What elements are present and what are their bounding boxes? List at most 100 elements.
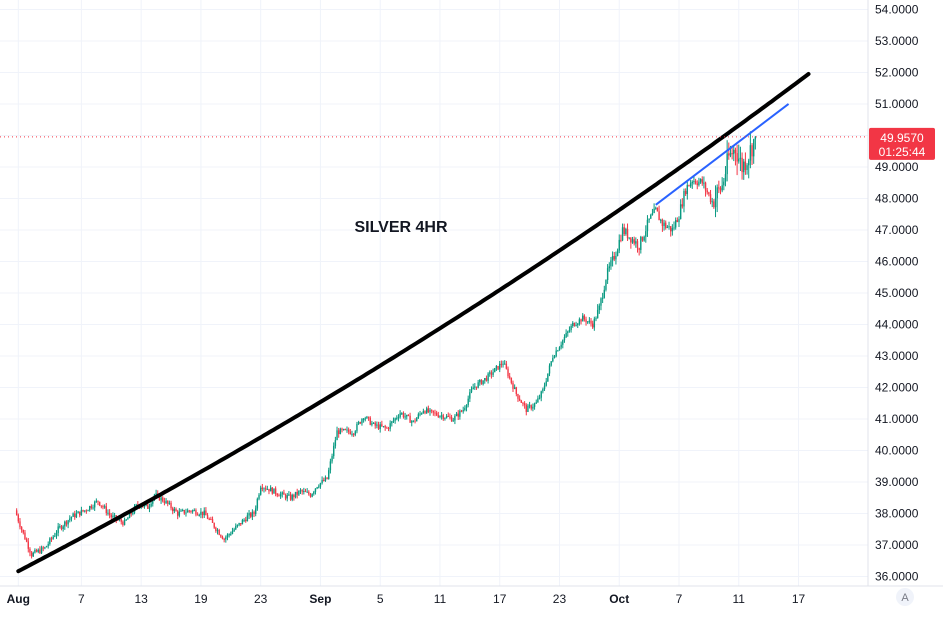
- candle-body: [573, 322, 576, 327]
- candle-body: [85, 510, 88, 512]
- candle-body: [195, 510, 197, 515]
- y-tick-label: 49.0000: [875, 160, 919, 174]
- candle-body: [250, 513, 252, 517]
- candle-body: [342, 429, 345, 431]
- candle-body: [362, 418, 365, 420]
- candle-body: [173, 508, 176, 512]
- candle-body: [497, 365, 499, 370]
- candle-body: [711, 201, 713, 203]
- candle-body: [172, 508, 174, 512]
- candle-body: [444, 417, 446, 419]
- candle-body: [457, 413, 459, 417]
- candle-body: [610, 260, 612, 267]
- candle-body: [381, 424, 383, 427]
- candle-body: [583, 315, 586, 320]
- candle-body: [601, 297, 604, 299]
- candle-body: [731, 152, 733, 155]
- candle-body: [42, 547, 44, 549]
- candle-body: [44, 547, 46, 549]
- candle-body: [628, 237, 630, 239]
- candle-body: [87, 510, 89, 512]
- candle-body: [72, 513, 74, 517]
- candle-body: [29, 548, 31, 553]
- candle-body: [183, 510, 186, 514]
- candle-body: [671, 228, 674, 232]
- candle-body: [615, 255, 617, 260]
- candle-body: [475, 386, 478, 388]
- candle-body: [279, 494, 282, 497]
- candle-body: [221, 536, 224, 539]
- candle-body: [572, 322, 574, 326]
- candle-body: [411, 421, 413, 423]
- candle-body: [568, 329, 571, 332]
- candle-body: [620, 239, 622, 241]
- candle-body: [746, 165, 748, 171]
- x-tick-label: Aug: [7, 592, 30, 606]
- support-curve-line: [16, 72, 811, 574]
- candle-body: [276, 493, 278, 496]
- candle-body: [507, 368, 509, 377]
- x-tick-label: 23: [254, 592, 268, 606]
- candle-body: [505, 363, 508, 369]
- candle-body: [230, 533, 232, 535]
- candle-body: [472, 387, 474, 390]
- candle-body: [100, 505, 103, 507]
- candle-body: [291, 494, 293, 500]
- candle-body: [535, 402, 537, 404]
- candle-body: [464, 408, 466, 411]
- candle-body: [170, 502, 172, 509]
- candle-body: [148, 506, 151, 509]
- y-tick-label: 43.0000: [875, 349, 919, 363]
- candle-body: [416, 418, 418, 422]
- candle-body: [585, 319, 587, 323]
- candle-body: [512, 382, 514, 389]
- candle-body: [560, 344, 562, 348]
- y-tick-label: 39.0000: [875, 475, 919, 489]
- candle-body: [608, 266, 610, 269]
- candle-body: [259, 487, 262, 495]
- candle-body: [530, 405, 532, 409]
- candle-body: [532, 406, 534, 409]
- candle-body: [577, 323, 579, 326]
- candle-body: [605, 280, 607, 290]
- time-axis[interactable]: Aug 7 13 19 23 Sep 5 11 17 23 Oct 7 11 17: [7, 592, 806, 606]
- candle-body: [591, 323, 594, 328]
- candle-body: [326, 477, 328, 479]
- candle-body: [246, 515, 249, 522]
- auto-scale-button[interactable]: A: [896, 588, 914, 606]
- candle-body: [175, 508, 177, 512]
- candle-body: [754, 136, 757, 140]
- candle-body: [374, 422, 376, 426]
- candle-body: [55, 533, 58, 536]
- candle-body: [699, 179, 702, 182]
- candle-body: [432, 410, 435, 413]
- candle-body: [636, 241, 639, 249]
- candle-body: [694, 180, 697, 184]
- candle-body: [377, 424, 380, 429]
- candle-body: [299, 490, 302, 492]
- price-axis[interactable]: 54.000053.000052.000051.000050.000049.00…: [875, 2, 919, 583]
- candle-body: [24, 532, 26, 540]
- candle-body: [286, 495, 288, 499]
- x-tick-label: 13: [134, 592, 148, 606]
- candle-body: [37, 549, 39, 552]
- chart-grid: [0, 0, 868, 586]
- candle-body: [226, 534, 229, 538]
- candle-body: [130, 513, 132, 515]
- candle-body: [510, 377, 513, 383]
- candle-body: [341, 428, 343, 430]
- x-tick-label: 7: [676, 592, 683, 606]
- candle-body: [520, 400, 522, 403]
- candle-body: [289, 494, 292, 500]
- candle-body: [346, 429, 348, 431]
- y-tick-label: 46.0000: [875, 254, 919, 268]
- candle-body: [578, 319, 581, 324]
- candle-body: [533, 403, 536, 407]
- candle-body: [301, 490, 303, 492]
- candle-body: [646, 219, 649, 232]
- candle-body: [347, 429, 350, 432]
- candle-body: [70, 516, 73, 519]
- candle-body: [565, 333, 567, 338]
- x-tick-label: 5: [377, 592, 384, 606]
